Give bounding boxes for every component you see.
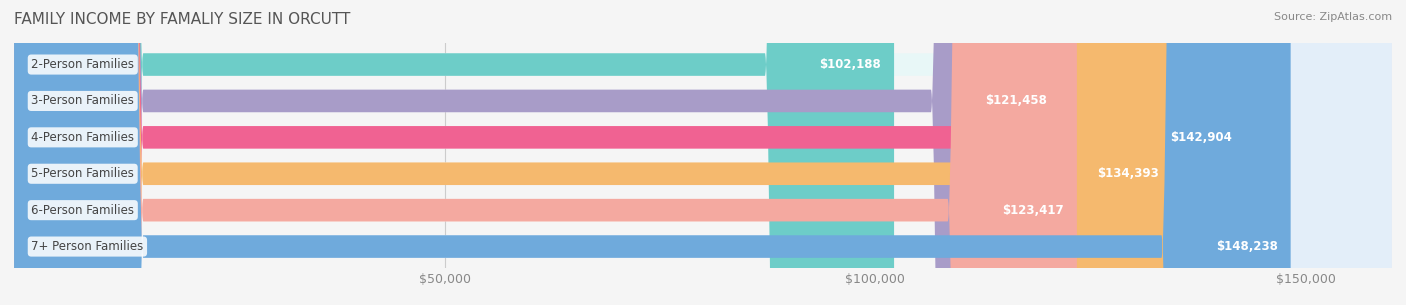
- FancyBboxPatch shape: [14, 0, 1392, 305]
- FancyBboxPatch shape: [14, 0, 1392, 305]
- Text: 2-Person Families: 2-Person Families: [31, 58, 135, 71]
- FancyBboxPatch shape: [14, 0, 1244, 305]
- FancyBboxPatch shape: [14, 0, 1392, 305]
- FancyBboxPatch shape: [14, 0, 1392, 305]
- FancyBboxPatch shape: [14, 0, 894, 305]
- FancyBboxPatch shape: [14, 0, 1171, 305]
- Text: Source: ZipAtlas.com: Source: ZipAtlas.com: [1274, 12, 1392, 22]
- Text: $142,904: $142,904: [1170, 131, 1232, 144]
- Text: 4-Person Families: 4-Person Families: [31, 131, 135, 144]
- Text: FAMILY INCOME BY FAMALIY SIZE IN ORCUTT: FAMILY INCOME BY FAMALIY SIZE IN ORCUTT: [14, 12, 350, 27]
- Text: 7+ Person Families: 7+ Person Families: [31, 240, 143, 253]
- Text: 6-Person Families: 6-Person Families: [31, 204, 135, 217]
- Text: 3-Person Families: 3-Person Families: [31, 95, 134, 107]
- Text: $102,188: $102,188: [820, 58, 882, 71]
- FancyBboxPatch shape: [14, 0, 1392, 305]
- FancyBboxPatch shape: [14, 0, 1392, 305]
- Text: $121,458: $121,458: [986, 95, 1047, 107]
- FancyBboxPatch shape: [14, 0, 1291, 305]
- Text: 5-Person Families: 5-Person Families: [31, 167, 134, 180]
- Text: $134,393: $134,393: [1097, 167, 1159, 180]
- FancyBboxPatch shape: [14, 0, 1077, 305]
- Text: $148,238: $148,238: [1216, 240, 1278, 253]
- Text: $123,417: $123,417: [1002, 204, 1064, 217]
- FancyBboxPatch shape: [14, 0, 1060, 305]
